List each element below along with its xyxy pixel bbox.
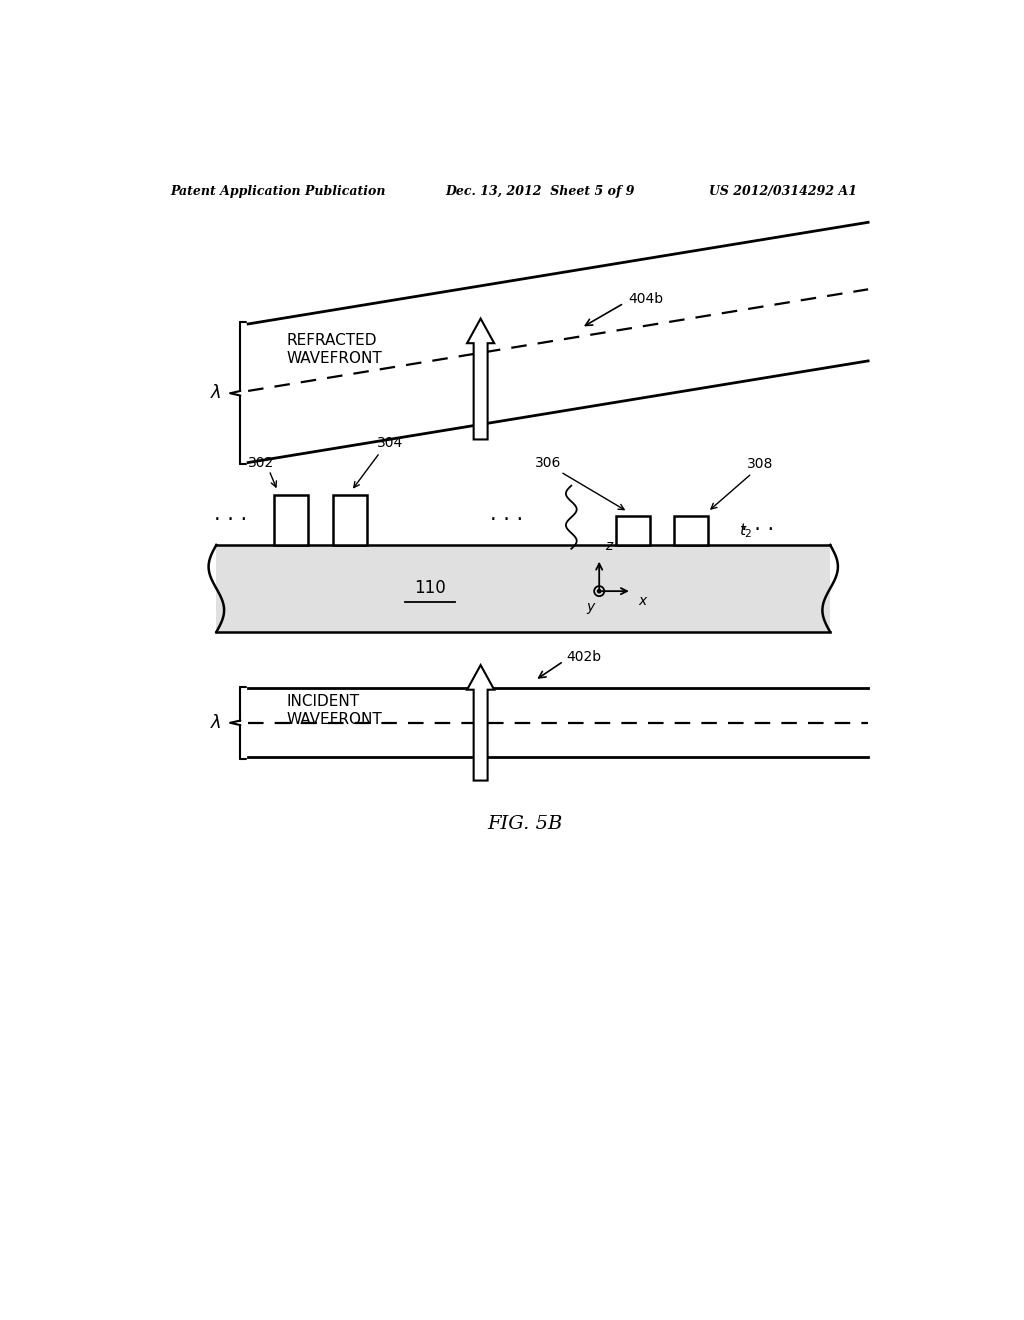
Text: FIG. 5B: FIG. 5B [487,816,562,833]
Text: 302: 302 [248,455,274,470]
Text: 402b: 402b [566,651,601,664]
Text: λ: λ [211,384,221,403]
Text: 110: 110 [415,579,446,598]
Text: y: y [587,601,595,614]
Polygon shape [467,318,495,440]
Bar [216,545,830,632]
Text: λ: λ [211,714,221,731]
Bar [334,495,368,545]
Text: 308: 308 [746,457,773,471]
Circle shape [597,590,601,593]
Text: x: x [638,594,646,609]
Text: 306: 306 [535,455,561,470]
Polygon shape [467,665,495,780]
Bar [273,495,308,545]
Bar [616,516,650,545]
Text: · · ·: · · · [214,510,247,529]
Text: Dec. 13, 2012  Sheet 5 of 9: Dec. 13, 2012 Sheet 5 of 9 [445,185,635,198]
Text: Patent Application Publication: Patent Application Publication [171,185,386,198]
Text: US 2012/0314292 A1: US 2012/0314292 A1 [710,185,857,198]
Text: 304: 304 [377,436,403,450]
Text: $t_2$: $t_2$ [738,521,753,540]
Text: 404b: 404b [628,292,663,305]
Bar [675,516,709,545]
Text: z: z [604,539,612,553]
Text: · · ·: · · · [489,510,523,529]
Text: INCIDENT
WAVEFRONT: INCIDENT WAVEFRONT [287,694,383,727]
Text: · · ·: · · · [740,520,774,540]
Text: REFRACTED
WAVEFRONT: REFRACTED WAVEFRONT [287,333,383,366]
